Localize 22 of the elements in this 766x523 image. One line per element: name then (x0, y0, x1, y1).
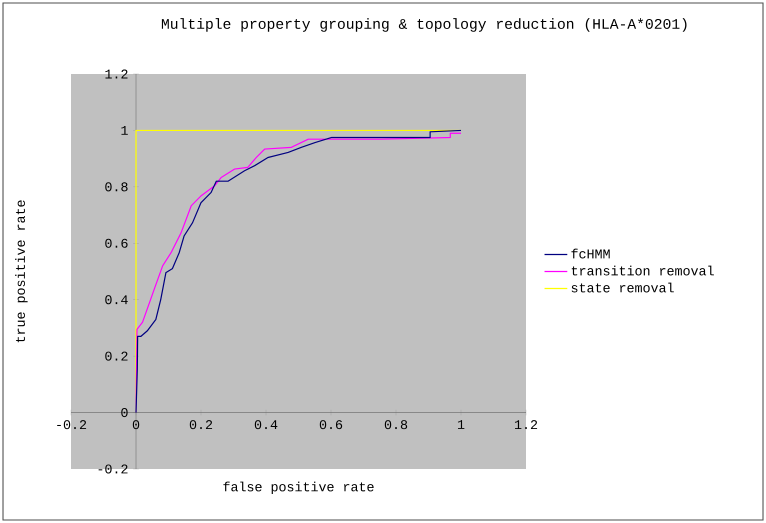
legend-label: fcHMM (571, 248, 610, 258)
y-axis-title: true positive rate (15, 200, 28, 342)
x-tick-label: 0.4 (254, 420, 278, 430)
y-tick-label: 0.8 (105, 182, 128, 192)
legend-label: transition removal (572, 266, 714, 276)
legend-label: state removal (572, 282, 674, 292)
y-tick-label: 1 (121, 126, 128, 135)
x-axis-title: false positive rate (223, 482, 374, 494)
x-tick-label: 1.2 (514, 420, 538, 430)
x-tick-label: 1 (458, 420, 464, 429)
x-tick-label: 0 (132, 420, 140, 430)
y-tick-label: 0.2 (105, 352, 128, 361)
y-tick-label: 0.4 (105, 295, 128, 304)
x-tick-label: -0.2 (57, 420, 86, 430)
y-tick-label: 0.6 (105, 238, 128, 248)
chart-title: Multiple property grouping & topology reduction (HLA-A*0201) (162, 18, 686, 32)
x-tick-label: 0.6 (320, 420, 342, 430)
x-tick-label: 0.2 (190, 420, 212, 430)
y-tick-label: 0 (121, 408, 128, 418)
y-tick-label: 1.2 (105, 70, 128, 78)
x-tick-label: 0.8 (384, 420, 408, 430)
y-tick-label: -0.2 (98, 464, 128, 474)
